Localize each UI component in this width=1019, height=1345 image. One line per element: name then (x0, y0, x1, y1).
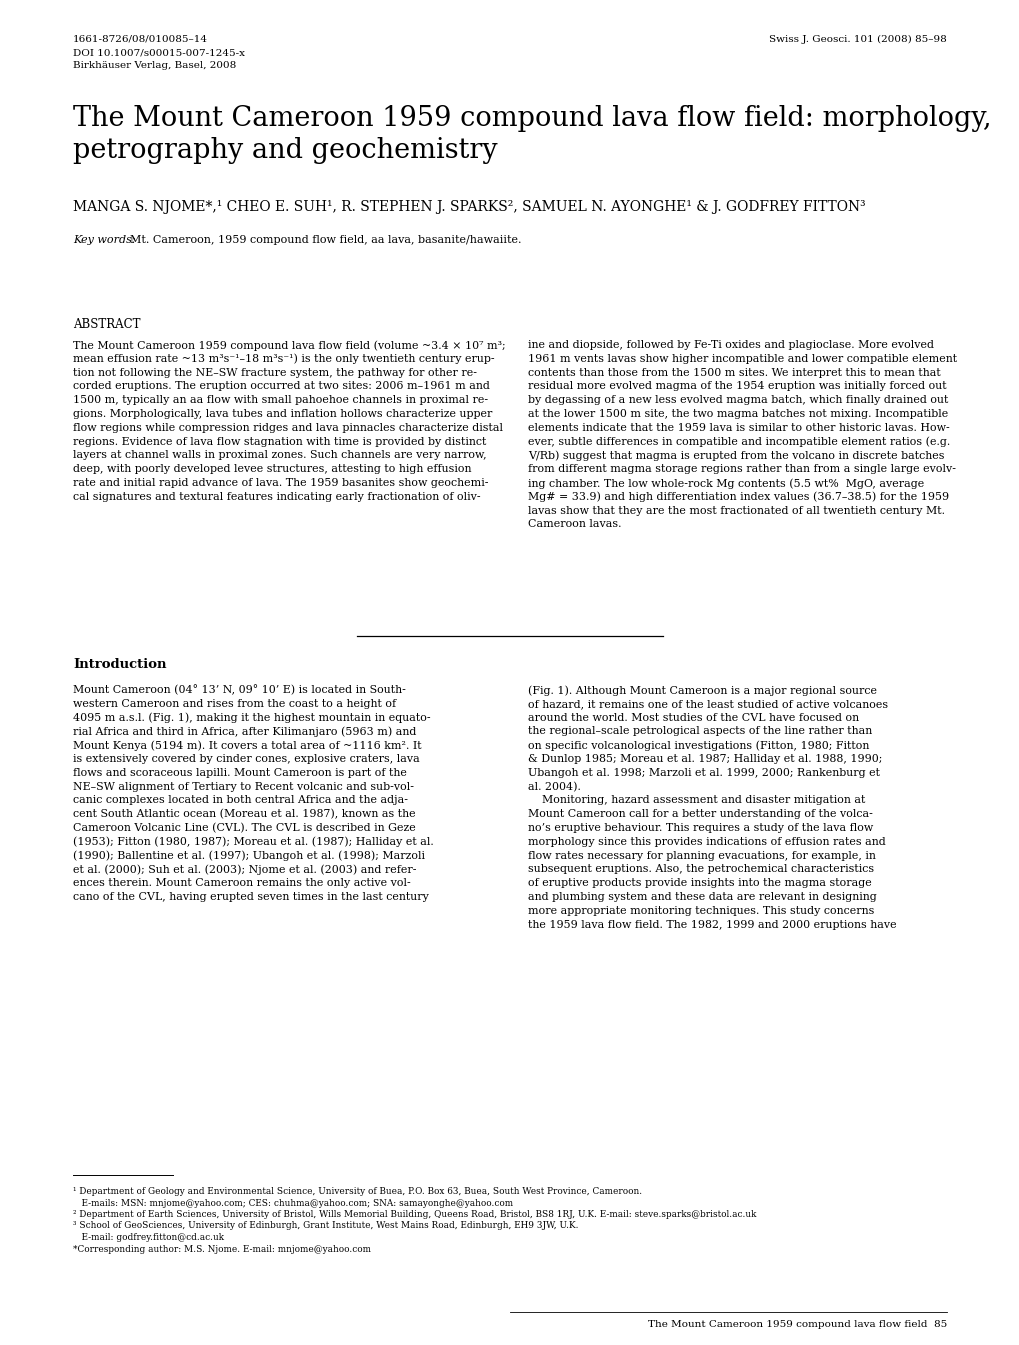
Text: contents than those from the 1500 m sites. We interpret this to mean that: contents than those from the 1500 m site… (528, 367, 940, 378)
Text: flow rates necessary for planning evacuations, for example, in: flow rates necessary for planning evacua… (528, 850, 875, 861)
Text: Mount Cameroon (04° 13’ N, 09° 10’ E) is located in South-: Mount Cameroon (04° 13’ N, 09° 10’ E) is… (73, 685, 406, 695)
Text: western Cameroon and rises from the coast to a height of: western Cameroon and rises from the coas… (73, 699, 395, 709)
Text: 1500 m, typically an aa flow with small pahoehoe channels in proximal re-: 1500 m, typically an aa flow with small … (73, 395, 488, 405)
Text: flow regions while compression ridges and lava pinnacles characterize distal: flow regions while compression ridges an… (73, 422, 502, 433)
Text: elements indicate that the 1959 lava is similar to other historic lavas. How-: elements indicate that the 1959 lava is … (528, 422, 949, 433)
Text: Birkhäuser Verlag, Basel, 2008: Birkhäuser Verlag, Basel, 2008 (73, 61, 236, 70)
Text: layers at channel walls in proximal zones. Such channels are very narrow,: layers at channel walls in proximal zone… (73, 451, 486, 460)
Text: the regional–scale petrological aspects of the line rather than: the regional–scale petrological aspects … (528, 726, 871, 737)
Text: Introduction: Introduction (73, 658, 166, 671)
Text: cent South Atlantic ocean (Moreau et al. 1987), known as the: cent South Atlantic ocean (Moreau et al.… (73, 810, 415, 819)
Text: lavas show that they are the most fractionated of all twentieth century Mt.: lavas show that they are the most fracti… (528, 506, 944, 515)
Text: of hazard, it remains one of the least studied of active volcanoes: of hazard, it remains one of the least s… (528, 699, 888, 709)
Text: NE–SW alignment of Tertiary to Recent volcanic and sub-vol-: NE–SW alignment of Tertiary to Recent vo… (73, 781, 414, 792)
Text: at the lower 1500 m site, the two magma batches not mixing. Incompatible: at the lower 1500 m site, the two magma … (528, 409, 948, 420)
Text: ever, subtle differences in compatible and incompatible element ratios (e.g.: ever, subtle differences in compatible a… (528, 437, 950, 447)
Text: (1990); Ballentine et al. (1997); Ubangoh et al. (1998); Marzoli: (1990); Ballentine et al. (1997); Ubango… (73, 850, 425, 861)
Text: residual more evolved magma of the 1954 eruption was initially forced out: residual more evolved magma of the 1954 … (528, 382, 946, 391)
Text: rate and initial rapid advance of lava. The 1959 basanites show geochemi-: rate and initial rapid advance of lava. … (73, 477, 488, 488)
Text: E-mails: MSN: mnjome@yahoo.com; CES: chuhma@yahoo.com; SNA: samayonghe@yahoo.com: E-mails: MSN: mnjome@yahoo.com; CES: chu… (73, 1198, 513, 1208)
Text: by degassing of a new less evolved magma batch, which finally drained out: by degassing of a new less evolved magma… (528, 395, 948, 405)
Text: *Corresponding author: M.S. Njome. E-mail: mnjome@yahoo.com: *Corresponding author: M.S. Njome. E-mai… (73, 1244, 371, 1254)
Text: Monitoring, hazard assessment and disaster mitigation at: Monitoring, hazard assessment and disast… (528, 795, 864, 806)
Text: MANGA S. NJOME*,¹ CHEO E. SUH¹, R. STEPHEN J. SPARKS², SAMUEL N. AYONGHE¹ & J. G: MANGA S. NJOME*,¹ CHEO E. SUH¹, R. STEPH… (73, 200, 865, 214)
Text: ² Department of Earth Sciences, University of Bristol, Wills Memorial Building, : ² Department of Earth Sciences, Universi… (73, 1210, 756, 1219)
Text: The Mount Cameroon 1959 compound lava flow field (volume ~3.4 × 10⁷ m³;: The Mount Cameroon 1959 compound lava fl… (73, 340, 505, 351)
Text: V/Rb) suggest that magma is erupted from the volcano in discrete batches: V/Rb) suggest that magma is erupted from… (528, 451, 944, 461)
Text: canic complexes located in both central Africa and the adja-: canic complexes located in both central … (73, 795, 408, 806)
Text: 1961 m vents lavas show higher incompatible and lower compatible element: 1961 m vents lavas show higher incompati… (528, 354, 956, 363)
Text: deep, with poorly developed levee structures, attesting to high effusion: deep, with poorly developed levee struct… (73, 464, 471, 475)
Text: Cameroon lavas.: Cameroon lavas. (528, 519, 621, 530)
Text: from different magma storage regions rather than from a single large evolv-: from different magma storage regions rat… (528, 464, 955, 475)
Text: Ubangoh et al. 1998; Marzoli et al. 1999, 2000; Rankenburg et: Ubangoh et al. 1998; Marzoli et al. 1999… (528, 768, 879, 777)
Text: is extensively covered by cinder cones, explosive craters, lava: is extensively covered by cinder cones, … (73, 755, 420, 764)
Text: 4095 m a.s.l. (Fig. 1), making it the highest mountain in equato-: 4095 m a.s.l. (Fig. 1), making it the hi… (73, 713, 430, 724)
Text: (Fig. 1). Although Mount Cameroon is a major regional source: (Fig. 1). Although Mount Cameroon is a m… (528, 685, 876, 695)
Text: on specific volcanological investigations (Fitton, 1980; Fitton: on specific volcanological investigation… (528, 740, 868, 751)
Text: (1953); Fitton (1980, 1987); Moreau et al. (1987); Halliday et al.: (1953); Fitton (1980, 1987); Moreau et a… (73, 837, 433, 847)
Text: ing chamber. The low whole-rock Mg contents (5.5 wt%  MgO, average: ing chamber. The low whole-rock Mg conte… (528, 477, 923, 488)
Text: of eruptive products provide insights into the magma storage: of eruptive products provide insights in… (528, 878, 871, 888)
Text: and plumbing system and these data are relevant in designing: and plumbing system and these data are r… (528, 892, 876, 902)
Text: The Mount Cameroon 1959 compound lava flow field  85: The Mount Cameroon 1959 compound lava fl… (647, 1319, 946, 1329)
Text: Key words:: Key words: (73, 235, 136, 245)
Text: E-mail: godfrey.fitton@cd.ac.uk: E-mail: godfrey.fitton@cd.ac.uk (73, 1233, 224, 1241)
Text: ¹ Department of Geology and Environmental Science, University of Buea, P.O. Box : ¹ Department of Geology and Environmenta… (73, 1188, 642, 1196)
Text: subsequent eruptions. Also, the petrochemical characteristics: subsequent eruptions. Also, the petroche… (528, 865, 873, 874)
Text: rial Africa and third in Africa, after Kilimanjaro (5963 m) and: rial Africa and third in Africa, after K… (73, 726, 416, 737)
Text: Cameroon Volcanic Line (CVL). The CVL is described in Geze: Cameroon Volcanic Line (CVL). The CVL is… (73, 823, 416, 834)
Text: Swiss J. Geosci. 101 (2008) 85–98: Swiss J. Geosci. 101 (2008) 85–98 (768, 35, 946, 44)
Text: et al. (2000); Suh et al. (2003); Njome et al. (2003) and refer-: et al. (2000); Suh et al. (2003); Njome … (73, 865, 416, 876)
Text: al. 2004).: al. 2004). (528, 781, 580, 792)
Text: tion not following the NE–SW fracture system, the pathway for other re-: tion not following the NE–SW fracture sy… (73, 367, 477, 378)
Text: Mount Cameroon call for a better understanding of the volca-: Mount Cameroon call for a better underst… (528, 810, 872, 819)
Text: Mg# = 33.9) and high differentiation index values (36.7–38.5) for the 1959: Mg# = 33.9) and high differentiation ind… (528, 492, 949, 503)
Text: 1661-8726/08/010085–14: 1661-8726/08/010085–14 (73, 35, 208, 44)
Text: cano of the CVL, having erupted seven times in the last century: cano of the CVL, having erupted seven ti… (73, 892, 428, 902)
Text: gions. Morphologically, lava tubes and inflation hollows characterize upper: gions. Morphologically, lava tubes and i… (73, 409, 492, 420)
Text: & Dunlop 1985; Moreau et al. 1987; Halliday et al. 1988, 1990;: & Dunlop 1985; Moreau et al. 1987; Halli… (528, 755, 881, 764)
Text: regions. Evidence of lava flow stagnation with time is provided by distinct: regions. Evidence of lava flow stagnatio… (73, 437, 486, 447)
Text: petrography and geochemistry: petrography and geochemistry (73, 137, 497, 164)
Text: flows and scoraceous lapilli. Mount Cameroon is part of the: flows and scoraceous lapilli. Mount Came… (73, 768, 407, 777)
Text: ine and diopside, followed by Fe-Ti oxides and plagioclase. More evolved: ine and diopside, followed by Fe-Ti oxid… (528, 340, 933, 350)
Text: ³ School of GeoSciences, University of Edinburgh, Grant Institute, West Mains Ro: ³ School of GeoSciences, University of E… (73, 1221, 578, 1231)
Text: Mt. Cameroon, 1959 compound flow field, aa lava, basanite/hawaiite.: Mt. Cameroon, 1959 compound flow field, … (129, 235, 521, 245)
Text: the 1959 lava flow field. The 1982, 1999 and 2000 eruptions have: the 1959 lava flow field. The 1982, 1999… (528, 920, 896, 929)
Text: The Mount Cameroon 1959 compound lava flow field: morphology,: The Mount Cameroon 1959 compound lava fl… (73, 105, 990, 132)
Text: more appropriate monitoring techniques. This study concerns: more appropriate monitoring techniques. … (528, 905, 873, 916)
Text: DOI 10.1007/s00015-007-1245-x: DOI 10.1007/s00015-007-1245-x (73, 48, 245, 56)
Text: Mount Kenya (5194 m). It covers a total area of ~1116 km². It: Mount Kenya (5194 m). It covers a total … (73, 740, 421, 751)
Text: mean effusion rate ~13 m³s⁻¹–18 m³s⁻¹) is the only twentieth century erup-: mean effusion rate ~13 m³s⁻¹–18 m³s⁻¹) i… (73, 354, 494, 364)
Text: cal signatures and textural features indicating early fractionation of oliv-: cal signatures and textural features ind… (73, 492, 480, 502)
Text: corded eruptions. The eruption occurred at two sites: 2006 m–1961 m and: corded eruptions. The eruption occurred … (73, 382, 489, 391)
Text: no’s eruptive behaviour. This requires a study of the lava flow: no’s eruptive behaviour. This requires a… (528, 823, 872, 833)
Text: ences therein. Mount Cameroon remains the only active vol-: ences therein. Mount Cameroon remains th… (73, 878, 411, 888)
Text: morphology since this provides indications of effusion rates and: morphology since this provides indicatio… (528, 837, 884, 847)
Text: ABSTRACT: ABSTRACT (73, 317, 141, 331)
Text: around the world. Most studies of the CVL have focused on: around the world. Most studies of the CV… (528, 713, 858, 722)
